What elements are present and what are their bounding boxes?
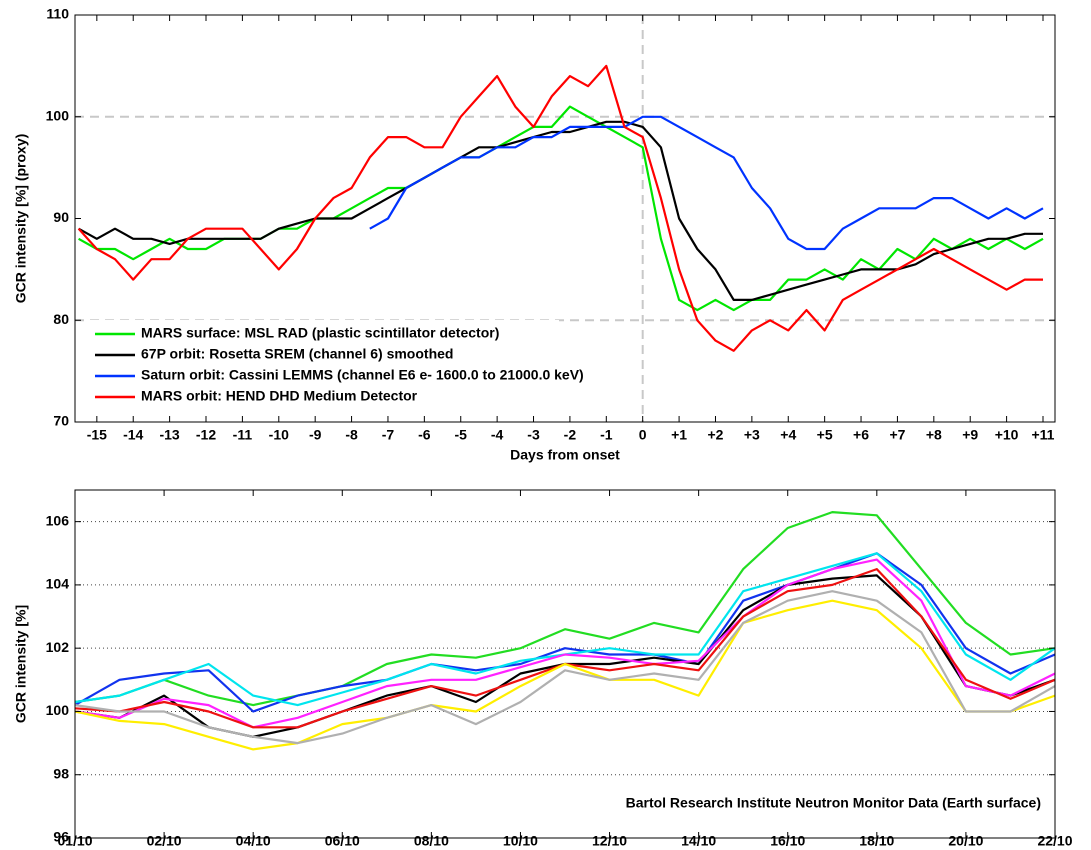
y-tick-label: 70	[53, 413, 69, 429]
annotation: Bartol Research Institute Neutron Monito…	[626, 795, 1041, 811]
x-tick-label: 01/10	[57, 833, 92, 849]
x-tick-label: +9	[962, 427, 978, 443]
y-tick-label: 102	[46, 639, 70, 655]
x-tick-label: +4	[780, 427, 796, 443]
y-axis-label: GCR intensity [%] (proxy)	[13, 134, 29, 304]
x-tick-label: +1	[671, 427, 687, 443]
legend-label: Saturn orbit: Cassini LEMMS (channel E6 …	[141, 367, 584, 383]
y-tick-label: 98	[53, 765, 69, 781]
x-tick-label: 14/10	[681, 833, 716, 849]
x-tick-label: +6	[853, 427, 869, 443]
x-tick-label: +10	[995, 427, 1019, 443]
x-tick-label: -8	[345, 427, 358, 443]
x-tick-label: -2	[564, 427, 577, 443]
x-tick-label: +5	[817, 427, 833, 443]
data-line	[74, 590, 1056, 745]
x-tick-label: 06/10	[325, 833, 360, 849]
x-tick-label: +7	[889, 427, 905, 443]
y-axis-label: GCR intensity [%]	[13, 605, 29, 723]
x-tick-label: +2	[707, 427, 723, 443]
data-line	[369, 115, 1044, 251]
x-tick-label: 04/10	[236, 833, 271, 849]
x-axis-label: Days from onset	[510, 447, 620, 463]
x-tick-label: 10/10	[503, 833, 538, 849]
legend: MARS surface: MSL RAD (plastic scintilla…	[89, 320, 584, 414]
x-tick-label: -1	[600, 427, 613, 443]
plot-lines	[77, 64, 1044, 352]
x-tick-label: -11	[233, 427, 253, 443]
y-tick-label: 104	[46, 576, 70, 592]
y-tick-label: 110	[46, 6, 69, 22]
legend-label: 67P orbit: Rosetta SREM (channel 6) smoo…	[141, 346, 453, 362]
legend-label: MARS surface: MSL RAD (plastic scintilla…	[141, 325, 499, 341]
y-tick-label: 100	[46, 107, 70, 123]
x-tick-label: 16/10	[770, 833, 805, 849]
x-tick-label: 18/10	[859, 833, 894, 849]
data-line	[74, 558, 1056, 729]
x-tick-label: +11	[1031, 427, 1054, 443]
x-tick-label: -13	[159, 427, 179, 443]
axes-frame	[74, 489, 1056, 839]
data-line	[78, 120, 1043, 301]
x-tick-label: 12/10	[592, 833, 627, 849]
x-tick-label: 20/10	[948, 833, 983, 849]
x-tick-label: 02/10	[147, 833, 182, 849]
data-line	[74, 511, 1056, 707]
data-line	[74, 599, 1056, 751]
x-tick-label: -14	[123, 427, 143, 443]
x-tick-label: -3	[527, 427, 540, 443]
y-tick-label: 80	[53, 311, 69, 327]
x-tick-label: 0	[639, 427, 647, 443]
x-tick-label: -10	[269, 427, 289, 443]
x-tick-label: 22/10	[1037, 833, 1072, 849]
x-tick-label: -5	[455, 427, 468, 443]
data-line	[74, 552, 1056, 713]
legend-box	[89, 320, 559, 414]
x-tick-label: -7	[382, 427, 395, 443]
y-tick-label: 100	[46, 702, 70, 718]
x-tick-label: -6	[418, 427, 431, 443]
x-tick-label: -15	[87, 427, 107, 443]
x-tick-label: -4	[491, 427, 504, 443]
x-tick-label: +8	[926, 427, 942, 443]
x-tick-label: 08/10	[414, 833, 449, 849]
x-tick-label: -12	[196, 427, 216, 443]
data-line	[77, 64, 1043, 352]
y-tick-label: 106	[46, 512, 70, 528]
x-tick-label: +3	[744, 427, 760, 443]
y-tick-label: 90	[53, 209, 69, 225]
plot-lines	[74, 511, 1056, 751]
legend-label: MARS orbit: HEND DHD Medium Detector	[141, 388, 418, 404]
y-tick-label: 96	[53, 829, 69, 845]
x-tick-label: -9	[309, 427, 322, 443]
